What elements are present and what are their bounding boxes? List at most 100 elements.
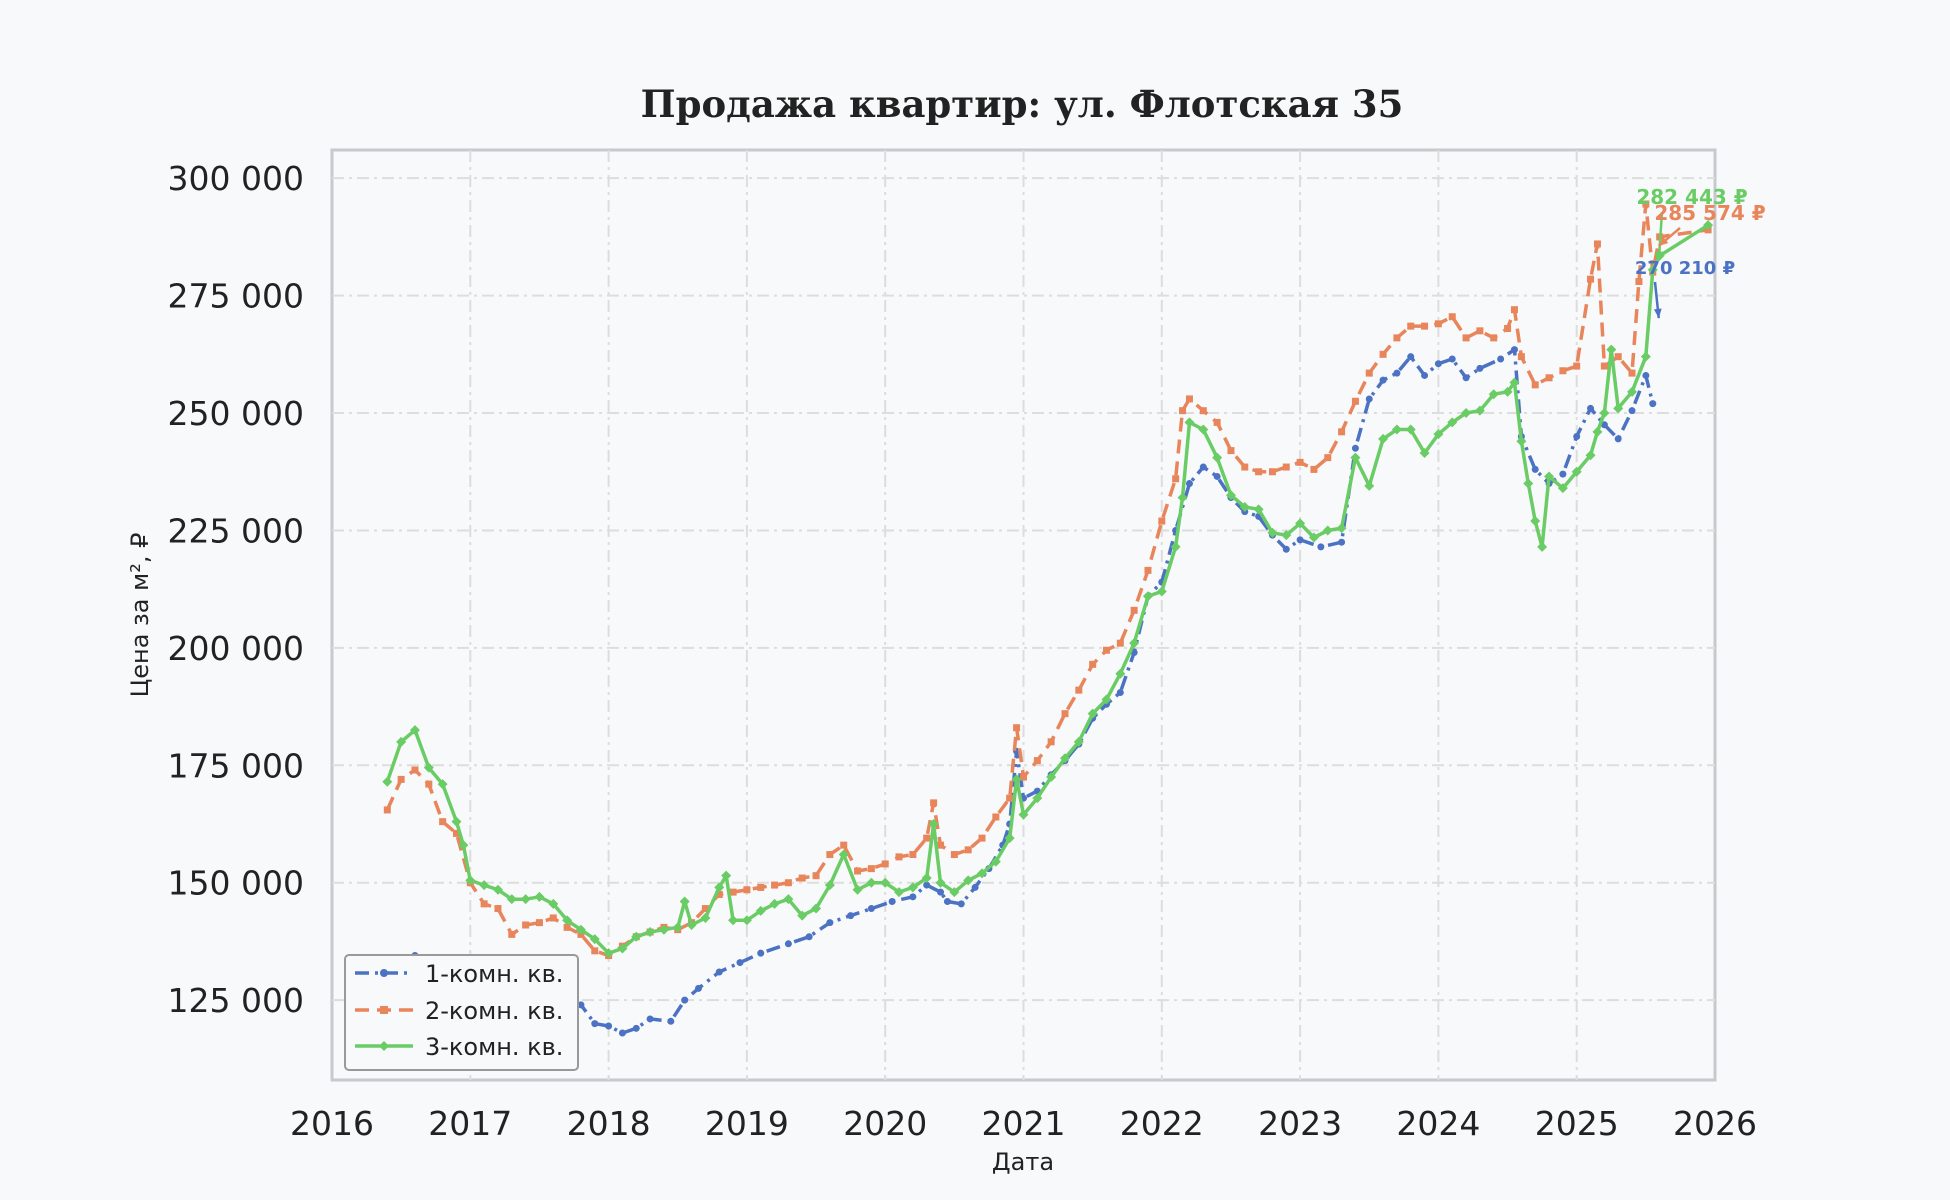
data-point — [591, 947, 599, 955]
y-axis-label: Цена за м², ₽ — [126, 533, 154, 698]
data-point — [852, 884, 863, 895]
data-point — [382, 776, 393, 787]
data-point — [700, 912, 711, 923]
annotations: 282 443 ₽285 574 ₽ 270 210 ₽ — [1635, 185, 1766, 319]
data-point — [1338, 538, 1346, 546]
data-point — [1225, 490, 1236, 501]
data-point — [714, 882, 725, 893]
data-point — [411, 766, 419, 774]
data-point — [826, 919, 834, 927]
data-point — [1448, 313, 1456, 321]
data-point — [646, 1015, 654, 1023]
data-point — [1075, 686, 1083, 694]
y-tick-label: 250 000 — [168, 394, 304, 433]
y-tick-label: 150 000 — [168, 864, 304, 903]
x-tick-label: 2021 — [982, 1104, 1066, 1143]
data-point — [867, 905, 875, 913]
data-point — [1587, 275, 1595, 283]
data-point — [480, 900, 488, 908]
x-tick-label: 2025 — [1535, 1104, 1619, 1143]
data-point — [492, 884, 503, 895]
data-point — [1281, 530, 1292, 541]
data-point — [1642, 200, 1650, 208]
data-point — [1593, 240, 1601, 248]
data-point — [1338, 428, 1346, 436]
data-point — [1504, 324, 1512, 332]
data-point — [1488, 389, 1499, 400]
data-point — [1523, 478, 1534, 489]
data-point — [1336, 523, 1347, 534]
annotation-label: 285 574 ₽ — [1654, 201, 1765, 225]
data-point — [701, 905, 709, 913]
legend-item-2: 2-комн. кв. — [355, 997, 563, 1025]
data-point — [1255, 468, 1263, 476]
data-point — [1379, 350, 1387, 358]
data-point — [1599, 408, 1610, 419]
data-point — [1351, 444, 1359, 452]
data-point — [681, 996, 689, 1004]
x-tick-label: 2024 — [1396, 1104, 1480, 1143]
annotation-label: 270 210 ₽ — [1635, 258, 1735, 279]
data-point — [658, 924, 669, 935]
data-point — [1213, 418, 1221, 426]
data-point — [465, 875, 476, 886]
data-point — [591, 1020, 599, 1028]
data-point — [1433, 429, 1444, 440]
data-point — [1130, 606, 1138, 614]
data-point — [1448, 355, 1456, 363]
data-point — [866, 877, 877, 888]
data-point — [1510, 306, 1518, 314]
data-point — [783, 894, 794, 905]
data-point — [1640, 351, 1651, 362]
data-point — [534, 891, 545, 902]
data-point — [1059, 753, 1070, 764]
data-point — [1447, 417, 1458, 428]
data-point — [667, 1017, 675, 1025]
x-ticks: 2016 2017 2018 2019 2020 2021 2022 2023 2024 2025… — [290, 1104, 1757, 1143]
data-point — [769, 898, 780, 909]
legend-label-3: 3-комн. кв. — [425, 1033, 563, 1061]
legend-marker-3 — [379, 1041, 389, 1051]
data-point — [549, 914, 557, 922]
data-point — [741, 915, 752, 926]
data-point — [1227, 447, 1235, 455]
data-point — [990, 856, 1001, 867]
data-point — [1365, 369, 1373, 377]
data-point — [1087, 708, 1098, 719]
data-point — [1614, 353, 1622, 361]
data-point — [1018, 809, 1029, 820]
data-point — [1102, 646, 1110, 654]
data-point — [1006, 794, 1014, 802]
data-point — [1474, 405, 1485, 416]
data-point — [1046, 772, 1057, 783]
data-point — [1502, 386, 1513, 397]
annotation-arrowhead — [1655, 251, 1664, 261]
data-point — [935, 877, 946, 888]
data-point — [1185, 479, 1193, 487]
data-point — [439, 818, 447, 826]
data-point — [1490, 334, 1498, 342]
data-point — [963, 875, 974, 886]
data-point — [881, 860, 889, 868]
y-tick-label: 275 000 — [168, 277, 304, 316]
data-point — [909, 893, 917, 901]
data-point — [645, 927, 656, 938]
data-point — [1296, 536, 1304, 544]
data-point — [1177, 492, 1188, 503]
data-point — [1530, 516, 1541, 527]
data-point — [1116, 689, 1124, 696]
data-point — [1378, 433, 1389, 444]
data-point — [603, 948, 614, 959]
data-point — [1517, 353, 1525, 361]
data-point — [1324, 454, 1332, 462]
data-point — [1115, 668, 1126, 679]
data-point — [811, 903, 822, 914]
data-point — [736, 959, 744, 967]
data-point — [784, 940, 792, 948]
data-point — [1308, 532, 1319, 543]
data-point — [1144, 566, 1152, 574]
data-point — [1011, 774, 1022, 785]
data-point — [1350, 452, 1361, 463]
data-point — [728, 915, 739, 926]
data-point — [1510, 346, 1518, 354]
